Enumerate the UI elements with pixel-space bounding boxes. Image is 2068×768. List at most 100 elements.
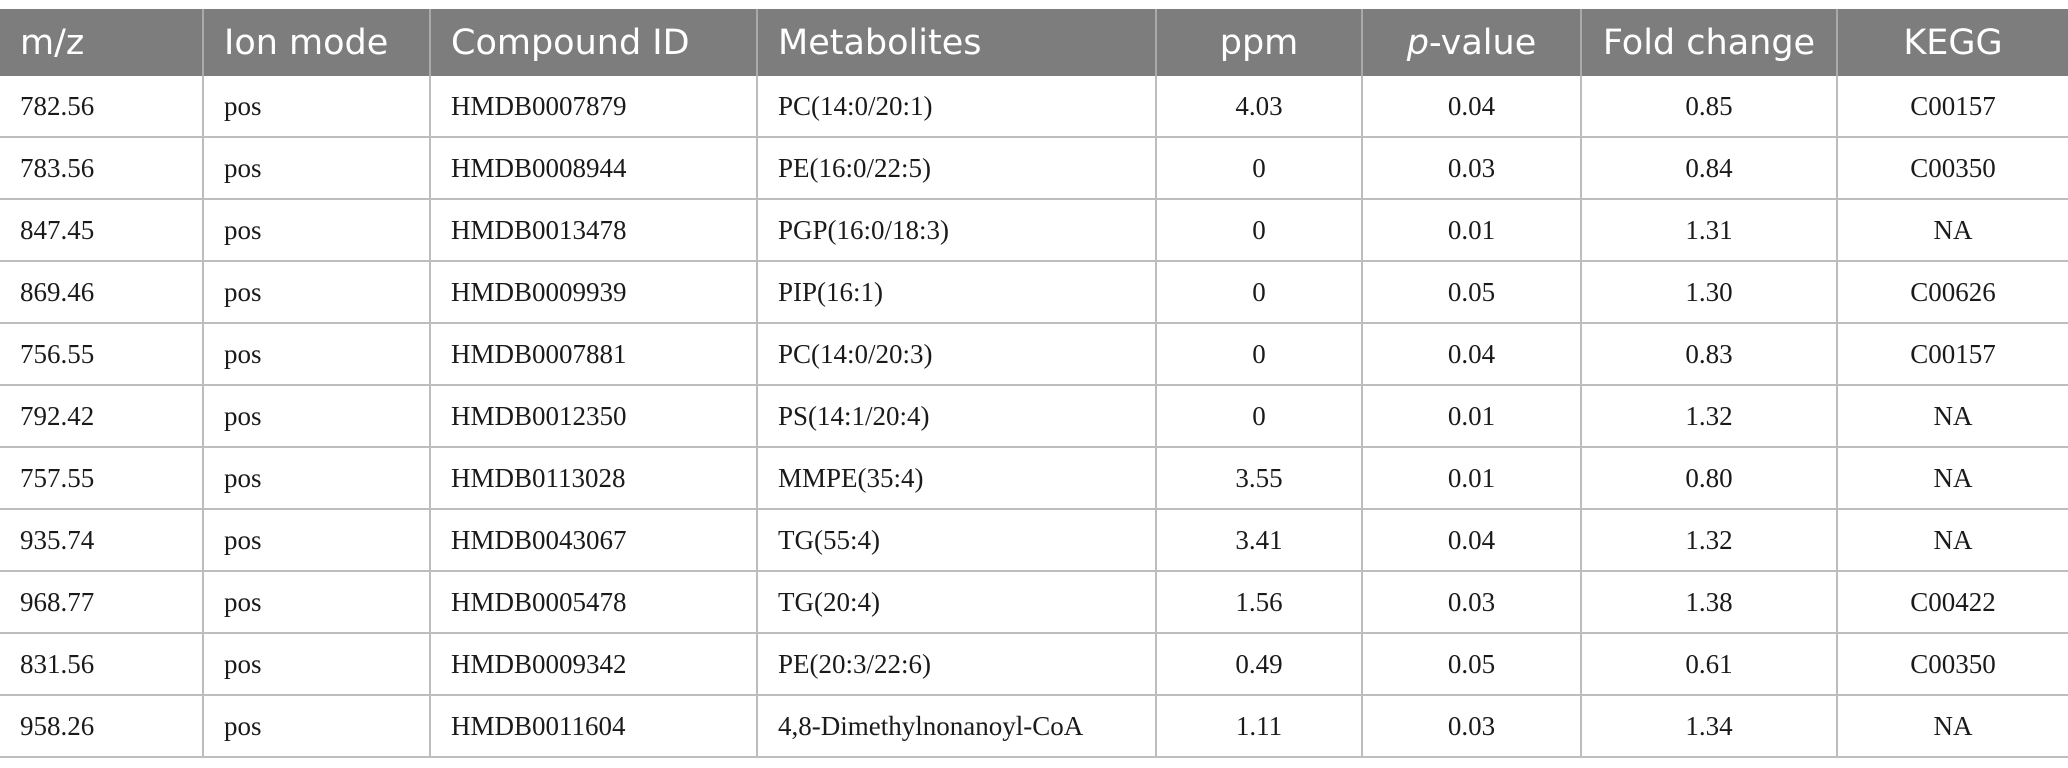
cell-fold-change: 0.83 (1580, 323, 1837, 386)
cell-fold-change: 1.32 (1580, 509, 1837, 572)
cell-ion-mode: pos (202, 571, 430, 634)
cell-ion-mode: pos (202, 261, 430, 324)
cell-fold-change: 0.80 (1580, 447, 1837, 510)
header-metabolites: Metabolites (756, 9, 1156, 76)
cell-mz: 958.26 (0, 695, 203, 758)
cell-compound-id: HMDB0007879 (429, 76, 757, 138)
header-p-value-italic: p (1406, 22, 1429, 63)
cell-fold-change: 0.85 (1580, 76, 1837, 138)
cell-ion-mode: pos (202, 199, 430, 262)
cell-ion-mode: pos (202, 695, 430, 758)
cell-kegg: C00626 (1836, 261, 2068, 324)
header-p-value-rest: -value (1428, 22, 1537, 63)
cell-compound-id: HMDB0009342 (429, 633, 757, 696)
table-body: 782.56 pos HMDB0007879 PC(14:0/20:1) 4.03 0.0… (0, 76, 2068, 758)
cell-ion-mode: pos (202, 385, 430, 448)
cell-kegg: NA (1836, 509, 2068, 572)
cell-fold-change: 1.30 (1580, 261, 1837, 324)
cell-kegg: NA (1836, 447, 2068, 510)
cell-ppm: 0 (1155, 137, 1362, 200)
header-mz: m/z (0, 9, 203, 76)
cell-metabolite: PS(14:1/20:4) (756, 385, 1156, 448)
cell-ion-mode: pos (202, 323, 430, 386)
cell-p-value: 0.01 (1361, 199, 1581, 262)
cell-compound-id: HMDB0008944 (429, 137, 757, 200)
table-row: 869.46 pos HMDB0009939 PIP(16:1) 0 0.05 1.30 C0… (0, 261, 2068, 324)
cell-ion-mode: pos (202, 76, 430, 138)
cell-compound-id: HMDB0011604 (429, 695, 757, 758)
table-row: 847.45 pos HMDB0013478 PGP(16:0/18:3) 0 0.01 1… (0, 199, 2068, 262)
cell-ppm: 0.49 (1155, 633, 1362, 696)
cell-compound-id: HMDB0009939 (429, 261, 757, 324)
table-row: 757.55 pos HMDB0113028 MMPE(35:4) 3.55 0.01 0.… (0, 447, 2068, 510)
cell-fold-change: 1.32 (1580, 385, 1837, 448)
cell-p-value: 0.01 (1361, 447, 1581, 510)
cell-kegg: NA (1836, 695, 2068, 758)
cell-ppm: 1.11 (1155, 695, 1362, 758)
cell-kegg: C00350 (1836, 633, 2068, 696)
table-row: 782.56 pos HMDB0007879 PC(14:0/20:1) 4.03 0.0… (0, 76, 2068, 138)
table-row: 831.56 pos HMDB0009342 PE(20:3/22:6) 0.49 0.0… (0, 633, 2068, 696)
cell-fold-change: 1.38 (1580, 571, 1837, 634)
cell-ppm: 0 (1155, 385, 1362, 448)
header-row: m/z Ion mode Compound ID Metabolites ppm… (0, 9, 2068, 76)
cell-mz: 968.77 (0, 571, 203, 634)
cell-mz: 783.56 (0, 137, 203, 200)
cell-mz: 869.46 (0, 261, 203, 324)
metabolites-table: m/z Ion mode Compound ID Metabolites ppm… (0, 9, 2068, 758)
header-kegg: KEGG (1836, 9, 2068, 76)
cell-ppm: 3.41 (1155, 509, 1362, 572)
cell-mz: 847.45 (0, 199, 203, 262)
cell-mz: 782.56 (0, 76, 203, 138)
table-row: 968.77 pos HMDB0005478 TG(20:4) 1.56 0.03 1.38… (0, 571, 2068, 634)
cell-metabolite: TG(20:4) (756, 571, 1156, 634)
cell-kegg: NA (1836, 385, 2068, 448)
header-ion-mode: Ion mode (202, 9, 430, 76)
cell-ppm: 1.56 (1155, 571, 1362, 634)
cell-metabolite: PE(20:3/22:6) (756, 633, 1156, 696)
cell-metabolite: PC(14:0/20:3) (756, 323, 1156, 386)
cell-metabolite: PGP(16:0/18:3) (756, 199, 1156, 262)
header-p-value: p-value (1361, 9, 1581, 76)
cell-p-value: 0.04 (1361, 323, 1581, 386)
cell-kegg: C00157 (1836, 76, 2068, 138)
cell-kegg: C00157 (1836, 323, 2068, 386)
table-row: 756.55 pos HMDB0007881 PC(14:0/20:3) 0 0.04 0.… (0, 323, 2068, 386)
cell-metabolite: 4,8-Dimethylnonanoyl-CoA (756, 695, 1156, 758)
cell-p-value: 0.03 (1361, 137, 1581, 200)
cell-p-value: 0.01 (1361, 385, 1581, 448)
cell-metabolite: PE(16:0/22:5) (756, 137, 1156, 200)
cell-kegg: C00350 (1836, 137, 2068, 200)
cell-ion-mode: pos (202, 509, 430, 572)
cell-ppm: 3.55 (1155, 447, 1362, 510)
cell-mz: 935.74 (0, 509, 203, 572)
cell-compound-id: HMDB0013478 (429, 199, 757, 262)
cell-kegg: C00422 (1836, 571, 2068, 634)
cell-metabolite: PC(14:0/20:1) (756, 76, 1156, 138)
cell-ppm: 0 (1155, 199, 1362, 262)
cell-p-value: 0.05 (1361, 261, 1581, 324)
cell-p-value: 0.04 (1361, 509, 1581, 572)
cell-ion-mode: pos (202, 447, 430, 510)
cell-compound-id: HMDB0007881 (429, 323, 757, 386)
header-compound-id: Compound ID (429, 9, 757, 76)
cell-ppm: 4.03 (1155, 76, 1362, 138)
cell-metabolite: TG(55:4) (756, 509, 1156, 572)
cell-ion-mode: pos (202, 137, 430, 200)
table-row: 935.74 pos HMDB0043067 TG(55:4) 3.41 0.04 1.32… (0, 509, 2068, 572)
table-row: 783.56 pos HMDB0008944 PE(16:0/22:5) 0 0.03 0.… (0, 137, 2068, 200)
cell-compound-id: HMDB0043067 (429, 509, 757, 572)
cell-ppm: 0 (1155, 261, 1362, 324)
table-row: 958.26 pos HMDB0011604 4,8-Dimethylnonanoyl… (0, 695, 2068, 758)
cell-fold-change: 1.31 (1580, 199, 1837, 262)
cell-p-value: 0.03 (1361, 695, 1581, 758)
cell-compound-id: HMDB0012350 (429, 385, 757, 448)
cell-mz: 792.42 (0, 385, 203, 448)
cell-fold-change: 1.34 (1580, 695, 1837, 758)
metabolites-table-container: m/z Ion mode Compound ID Metabolites ppm… (0, 9, 2068, 758)
cell-ion-mode: pos (202, 633, 430, 696)
header-fold-change: Fold change (1580, 9, 1837, 76)
cell-metabolite: PIP(16:1) (756, 261, 1156, 324)
cell-compound-id: HMDB0113028 (429, 447, 757, 510)
cell-compound-id: HMDB0005478 (429, 571, 757, 634)
